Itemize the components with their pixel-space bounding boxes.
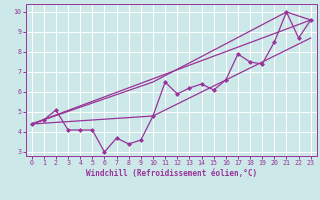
X-axis label: Windchill (Refroidissement éolien,°C): Windchill (Refroidissement éolien,°C) (86, 169, 257, 178)
